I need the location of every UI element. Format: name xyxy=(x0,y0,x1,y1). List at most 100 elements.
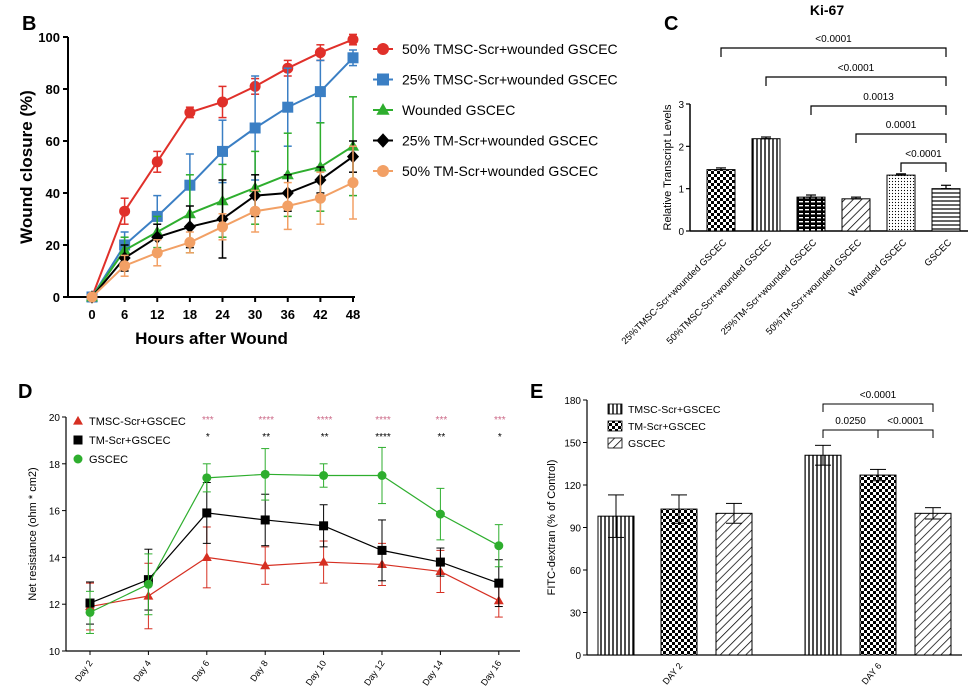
d-xtick-label: Day 16 xyxy=(479,658,504,687)
b-point xyxy=(249,122,261,134)
b-ytick-label: 80 xyxy=(46,82,60,97)
b-point xyxy=(183,220,196,234)
d-point xyxy=(377,545,387,555)
d-point xyxy=(260,560,271,570)
d-xtick-label: Day 2 xyxy=(73,658,95,683)
d-ylabel: Net resistance (ohm * cm2) xyxy=(27,467,39,600)
d-xtick-label: Day 12 xyxy=(362,658,387,687)
b-xtick-label: 0 xyxy=(88,307,95,322)
d-significance-black: ** xyxy=(438,432,446,443)
c-bracket-label: <0.0001 xyxy=(815,34,852,45)
b-point xyxy=(282,200,294,212)
c-category-label: GSCEC xyxy=(922,237,954,269)
b-xtick-label: 48 xyxy=(346,307,360,322)
c-bracket-line xyxy=(765,76,947,86)
e-bracket-line xyxy=(822,429,879,438)
c-error-bar xyxy=(716,167,726,171)
e-xtick-label: DAY 6 xyxy=(860,661,884,687)
b-ytick-label: 0 xyxy=(53,290,60,305)
e-ytick-label: 30 xyxy=(570,609,582,620)
c-ytick-label: 3 xyxy=(678,100,684,111)
d-legend-label: GSCEC xyxy=(89,454,128,466)
b-point xyxy=(314,160,327,172)
d-point xyxy=(202,508,212,518)
d-point xyxy=(260,515,270,525)
d-significance-pink: **** xyxy=(317,415,333,426)
panel-label-b: B xyxy=(22,13,36,35)
b-legend-label: 25% TM-Scr+wounded GSCEC xyxy=(402,133,598,149)
b-xtick-label: 6 xyxy=(121,307,128,322)
b-legend-label: 50% TM-Scr+wounded GSCEC xyxy=(402,163,598,179)
d-ytick-label: 14 xyxy=(49,553,61,564)
e-ylabel: FITC-dextran (% of Control) xyxy=(546,460,558,596)
c-ytick-label: 1 xyxy=(678,185,684,196)
b-series-4 xyxy=(86,145,359,303)
b-ytick-label: 100 xyxy=(38,30,60,45)
b-point xyxy=(347,177,359,189)
c-bracket-label: 0.0013 xyxy=(863,92,894,103)
b-point xyxy=(249,205,261,217)
b-point xyxy=(86,291,98,303)
c-ylabel: Relative Transcript Levels xyxy=(662,104,674,230)
c-error-bar xyxy=(941,184,951,190)
e-ytick-label: 120 xyxy=(564,481,581,492)
b-point xyxy=(184,106,196,118)
c-category-label: 25%TM-Scr+wounded GSCEC xyxy=(719,237,819,337)
d-point xyxy=(318,556,329,566)
b-legend-marker xyxy=(376,103,390,115)
c-bracket-line xyxy=(900,162,947,172)
c-bar xyxy=(931,188,961,232)
e-bar xyxy=(859,474,897,656)
b-legend-label: Wounded GSCEC xyxy=(402,102,515,118)
b-ytick-label: 20 xyxy=(46,238,60,253)
e-bracket-label: <0.0001 xyxy=(860,390,897,401)
d-series-line xyxy=(89,512,500,604)
d-xtick-label: Day 6 xyxy=(190,658,212,683)
panel-label-c: C xyxy=(664,13,678,35)
c-significance-bracket: <0.0001 xyxy=(720,34,947,57)
b-xtick-label: 18 xyxy=(183,307,197,322)
e-legend-label: TM-Scr+GSCEC xyxy=(628,421,706,433)
c-bracket-label: 0.0001 xyxy=(886,120,917,131)
d-significance-pink: *** xyxy=(494,415,506,426)
fitc-dextran-bar-chart: 0 30 60 90 120 150 180 FITC-dextran (% of Contr… xyxy=(546,390,962,687)
d-significance-pink: **** xyxy=(258,415,274,426)
c-bar xyxy=(841,198,871,232)
b-legend-label: 50% TMSC-Scr+wounded GSCEC xyxy=(402,41,618,57)
d-point xyxy=(435,557,445,567)
e-significance-bracket: <0.0001 xyxy=(822,390,934,412)
d-point xyxy=(319,521,329,531)
b-point xyxy=(119,205,131,217)
e-error-bar xyxy=(815,444,831,466)
d-significance-black: ** xyxy=(321,432,329,443)
e-bar xyxy=(660,508,698,656)
e-ytick-label: 150 xyxy=(564,439,581,450)
b-point xyxy=(347,34,359,46)
c-bar xyxy=(706,169,736,232)
c-significance-bracket: 0.0013 xyxy=(810,92,947,115)
c-bracket-line xyxy=(720,47,947,57)
d-xtick-label: Day 10 xyxy=(304,658,329,687)
d-significance-black: * xyxy=(498,432,502,443)
panel-label-e: E xyxy=(530,381,543,403)
d-ytick-label: 16 xyxy=(49,507,61,518)
b-point xyxy=(314,47,326,59)
b-ytick-label: 40 xyxy=(46,186,60,201)
c-bracket-line xyxy=(810,105,947,115)
d-series-line xyxy=(89,556,500,608)
b-legend-marker xyxy=(377,73,389,86)
e-bar xyxy=(804,454,842,656)
b-point xyxy=(151,156,163,168)
d-legend-label: TMSC-Scr+GSCEC xyxy=(89,416,186,428)
d-point xyxy=(201,552,212,561)
c-title: Ki-67 xyxy=(810,2,844,18)
d-ytick-label: 18 xyxy=(49,460,61,471)
d-xtick-label: Day 14 xyxy=(420,658,445,687)
e-legend-swatch xyxy=(607,420,623,432)
d-point xyxy=(494,578,504,588)
d-significance-pink: **** xyxy=(375,415,391,426)
e-bracket-label: <0.0001 xyxy=(887,416,924,427)
c-ytick-label: 2 xyxy=(678,142,684,153)
b-xlabel: Hours after Wound xyxy=(135,329,288,348)
